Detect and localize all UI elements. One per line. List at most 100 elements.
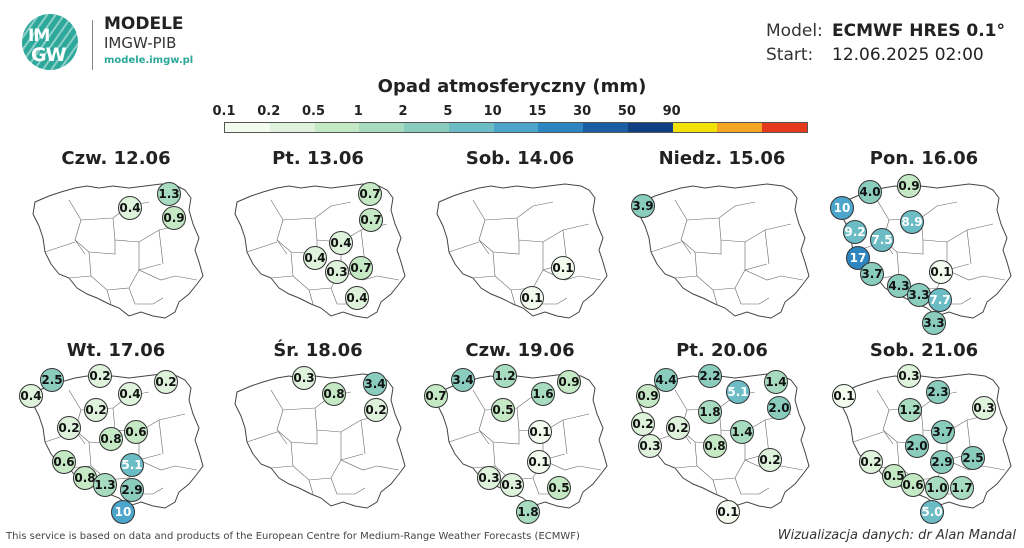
- precip-value-marker: 1.7: [950, 476, 974, 500]
- legend-tick-label: 1: [353, 104, 363, 119]
- precip-value-marker: 2.5: [961, 446, 985, 470]
- voivodeship-border: [68, 275, 92, 279]
- voivodeship-border: [270, 275, 294, 279]
- day-title: Czw. 12.06: [61, 148, 171, 169]
- precip-value-marker: 0.7: [349, 256, 373, 280]
- precip-value-marker: 1.8: [516, 500, 540, 524]
- voivodeship-border: [270, 465, 294, 469]
- precip-value-marker: 1.3: [157, 182, 181, 206]
- precip-value-marker: 10: [111, 500, 135, 524]
- voivodeship-border: [680, 239, 722, 255]
- precip-value-marker: 1.4: [764, 370, 788, 394]
- precip-value-marker: 2.2: [698, 364, 722, 388]
- voivodeship-border: [270, 389, 288, 445]
- precip-value-marker: 0.4: [303, 246, 327, 270]
- voivodeship-border: [276, 429, 318, 445]
- precip-value-marker: 2.9: [120, 478, 144, 502]
- precip-value-marker: 10: [830, 196, 854, 220]
- day-title: Pt. 20.06: [676, 340, 768, 361]
- voivodeship-border: [246, 241, 278, 253]
- precip-value-marker: 5.1: [726, 380, 750, 404]
- voivodeship-border: [712, 289, 718, 305]
- precip-value-marker: 1.2: [493, 364, 517, 388]
- precip-value-marker: 0.8: [322, 382, 346, 406]
- voivodeship-border: [340, 432, 400, 471]
- legend-tick-label: 0.5: [302, 104, 326, 119]
- legend-color-step: [762, 123, 807, 132]
- precip-value-marker: 8.9: [900, 210, 924, 234]
- voivodeship-border: [674, 465, 698, 469]
- day-title: Pon. 16.06: [869, 148, 979, 169]
- voivodeship-border: [674, 275, 698, 279]
- country-outline: [436, 183, 608, 319]
- voivodeship-border: [158, 229, 164, 265]
- model-label: Model:: [766, 21, 823, 41]
- precip-value-marker: 0.6: [901, 473, 925, 497]
- precip-value-marker: 1.0: [925, 476, 949, 500]
- precip-value-marker: 7.7: [928, 288, 952, 312]
- legend-tick-label: 50: [617, 104, 636, 119]
- legend-colorbar: [224, 122, 808, 133]
- voivodeship-border: [478, 429, 520, 445]
- voivodeship-border: [734, 477, 770, 495]
- model-value: ECMWF HRES 0.1°: [832, 21, 1005, 41]
- precip-value-marker: 0.3: [897, 364, 921, 388]
- org-url-link[interactable]: modele.imgw.pl: [104, 55, 194, 66]
- voivodeship-border: [876, 389, 894, 445]
- precip-value-marker: 1.2: [898, 398, 922, 422]
- voivodeship-border: [448, 241, 480, 253]
- voivodeship-border: [308, 289, 314, 305]
- precip-value-marker: 0.9: [636, 384, 660, 408]
- visualization-credit: Wizualizacja danych: dr Alan Mandal: [777, 528, 1016, 543]
- precip-value-marker: 0.7: [424, 384, 448, 408]
- voivodeship-border: [246, 431, 278, 443]
- precip-value-marker: 0.1: [551, 256, 575, 280]
- voivodeship-border: [290, 441, 364, 481]
- voivodeship-border: [712, 479, 718, 495]
- precip-value-marker: 0.5: [491, 398, 515, 422]
- voivodeship-border: [694, 441, 768, 481]
- legend-color-step: [538, 123, 584, 132]
- legend-color-step: [583, 123, 628, 132]
- voivodeship-border: [308, 479, 314, 495]
- precip-value-marker: 2.0: [905, 434, 929, 458]
- voivodeship-border: [478, 239, 520, 255]
- legend-color-step: [627, 123, 673, 132]
- precip-value-marker: 0.1: [929, 260, 953, 284]
- precip-value-marker: 0.2: [84, 398, 108, 422]
- precip-value-marker: 1.8: [698, 400, 722, 424]
- precip-value-marker: 0.4: [329, 231, 353, 255]
- logo-text-line2: GW: [31, 44, 67, 66]
- poland-map: [436, 183, 608, 319]
- voivodeship-border: [360, 419, 366, 455]
- precip-value-marker: 0.1: [716, 500, 740, 524]
- precip-value-marker: 0.2: [758, 448, 782, 472]
- precip-value-marker: 2.0: [767, 396, 791, 420]
- legend-tick-label: 30: [573, 104, 592, 119]
- poland-map: [840, 183, 1012, 319]
- logo-text-line1: IM: [28, 26, 50, 46]
- precip-value-marker: 2.3: [926, 380, 950, 404]
- voivodeship-border: [44, 241, 76, 253]
- legend-tick-label: 10: [483, 104, 502, 119]
- voivodeship-border: [282, 201, 352, 221]
- voivodeship-border: [650, 241, 682, 253]
- day-title: Wt. 17.06: [66, 340, 166, 361]
- voivodeship-border: [484, 201, 554, 221]
- precip-value-marker: 0.8: [703, 434, 727, 458]
- precip-value-marker: 0.4: [118, 196, 142, 220]
- org-name: MODELE: [104, 14, 184, 34]
- imgw-logo: IM GW: [22, 14, 78, 70]
- voivodeship-border: [128, 287, 164, 305]
- voivodeship-border: [68, 199, 86, 255]
- precip-value-marker: 0.9: [162, 206, 186, 230]
- voivodeship-border: [966, 229, 972, 265]
- legend-color-step: [404, 123, 449, 132]
- precip-value-marker: 0.3: [638, 434, 662, 458]
- precip-value-marker: 0.2: [364, 398, 388, 422]
- legend-color-step: [493, 123, 539, 132]
- precip-value-marker: 3.9: [631, 194, 655, 218]
- precip-value-marker: 0.8: [99, 427, 123, 451]
- voivodeship-border: [138, 432, 198, 471]
- legend-color-step: [225, 123, 270, 132]
